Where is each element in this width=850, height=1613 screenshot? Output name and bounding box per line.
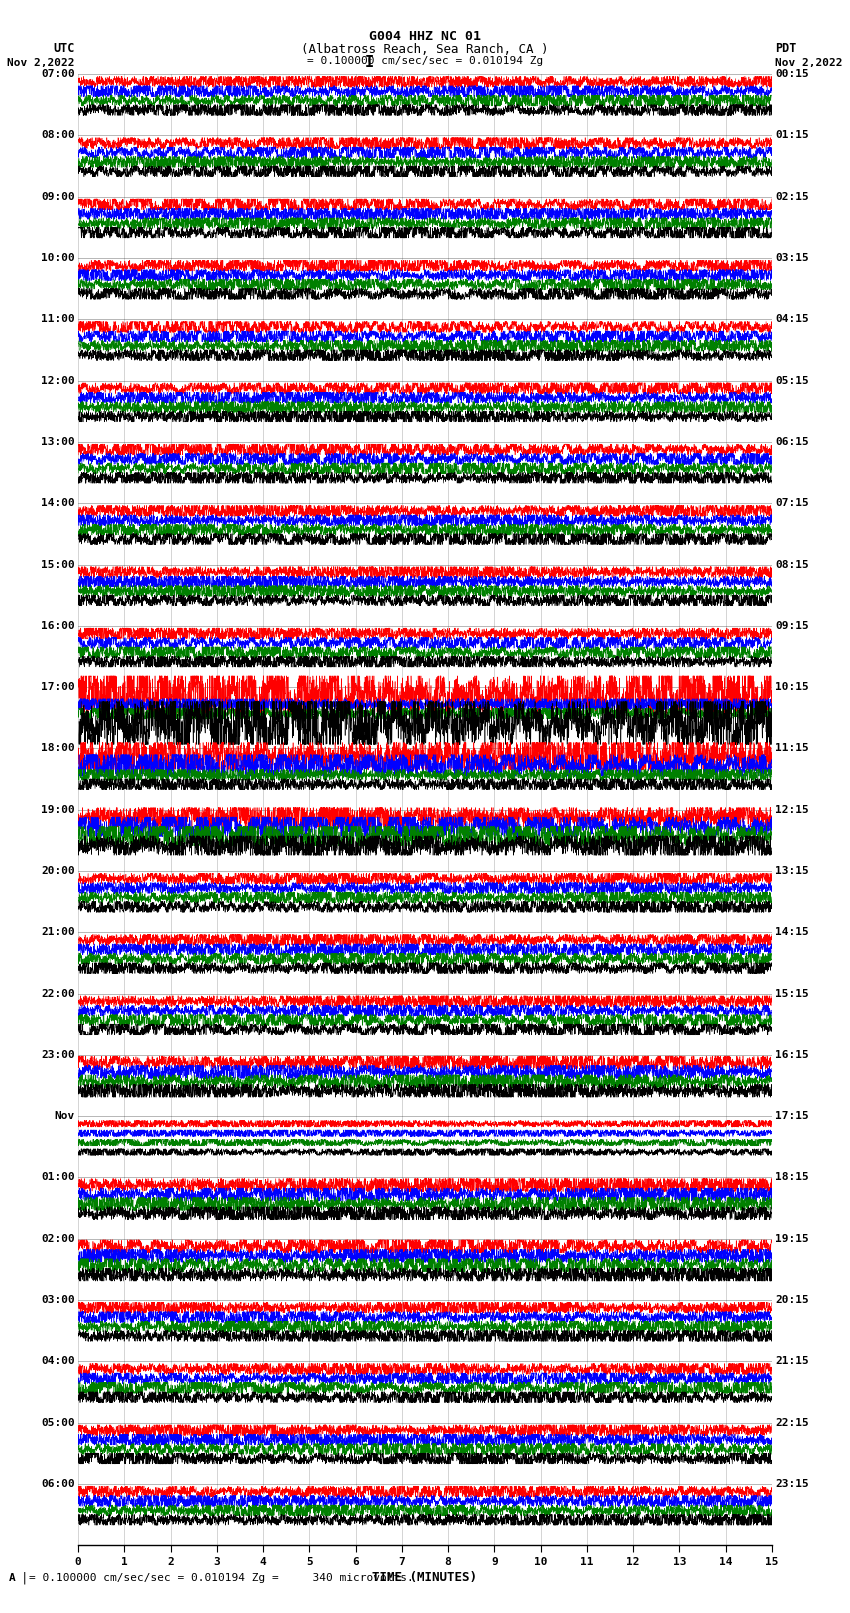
Text: 18:15: 18:15: [775, 1173, 809, 1182]
Text: 01:15: 01:15: [775, 131, 809, 140]
Text: 03:15: 03:15: [775, 253, 809, 263]
Text: 10:00: 10:00: [41, 253, 75, 263]
Text: 06:00: 06:00: [41, 1479, 75, 1489]
Text: 13:15: 13:15: [775, 866, 809, 876]
Text: 11:00: 11:00: [41, 315, 75, 324]
Text: 23:15: 23:15: [775, 1479, 809, 1489]
Text: 15:15: 15:15: [775, 989, 809, 998]
Text: Nov 2,2022: Nov 2,2022: [775, 58, 842, 68]
Text: 01:00: 01:00: [41, 1173, 75, 1182]
Text: 07:15: 07:15: [775, 498, 809, 508]
Text: (Albatross Reach, Sea Ranch, CA ): (Albatross Reach, Sea Ranch, CA ): [301, 42, 549, 56]
Text: 16:15: 16:15: [775, 1050, 809, 1060]
Text: 19:15: 19:15: [775, 1234, 809, 1244]
Text: 10:15: 10:15: [775, 682, 809, 692]
Text: 00:15: 00:15: [775, 69, 809, 79]
Text: Nov: Nov: [54, 1111, 75, 1121]
Text: 05:15: 05:15: [775, 376, 809, 386]
Text: 02:15: 02:15: [775, 192, 809, 202]
Text: PDT: PDT: [775, 42, 796, 55]
Text: 12:15: 12:15: [775, 805, 809, 815]
Text: 20:15: 20:15: [775, 1295, 809, 1305]
Text: 23:00: 23:00: [41, 1050, 75, 1060]
Text: 21:15: 21:15: [775, 1357, 809, 1366]
Text: 16:00: 16:00: [41, 621, 75, 631]
Text: UTC: UTC: [54, 42, 75, 55]
Text: I: I: [366, 55, 374, 69]
Text: 22:15: 22:15: [775, 1418, 809, 1428]
Text: 17:00: 17:00: [41, 682, 75, 692]
Text: 18:00: 18:00: [41, 744, 75, 753]
Text: 20:00: 20:00: [41, 866, 75, 876]
Text: 08:00: 08:00: [41, 131, 75, 140]
Text: 08:15: 08:15: [775, 560, 809, 569]
Text: = 0.100000 cm/sec/sec = 0.010194 Zg: = 0.100000 cm/sec/sec = 0.010194 Zg: [307, 56, 543, 66]
Text: = 0.100000 cm/sec/sec = 0.010194 Zg =     340 microvolts.: = 0.100000 cm/sec/sec = 0.010194 Zg = 34…: [29, 1573, 414, 1582]
Text: 04:00: 04:00: [41, 1357, 75, 1366]
Text: 04:15: 04:15: [775, 315, 809, 324]
Text: 11:15: 11:15: [775, 744, 809, 753]
Text: 05:00: 05:00: [41, 1418, 75, 1428]
Text: 14:00: 14:00: [41, 498, 75, 508]
Text: 19:00: 19:00: [41, 805, 75, 815]
Text: 13:00: 13:00: [41, 437, 75, 447]
Text: 07:00: 07:00: [41, 69, 75, 79]
Text: 06:15: 06:15: [775, 437, 809, 447]
Text: A: A: [8, 1573, 15, 1582]
Text: 09:15: 09:15: [775, 621, 809, 631]
Text: Nov 2,2022: Nov 2,2022: [8, 58, 75, 68]
Text: |: |: [20, 1571, 28, 1584]
Text: 09:00: 09:00: [41, 192, 75, 202]
Text: 02:00: 02:00: [41, 1234, 75, 1244]
Text: 12:00: 12:00: [41, 376, 75, 386]
X-axis label: TIME (MINUTES): TIME (MINUTES): [372, 1571, 478, 1584]
Text: 15:00: 15:00: [41, 560, 75, 569]
Text: 21:00: 21:00: [41, 927, 75, 937]
Text: 17:15: 17:15: [775, 1111, 809, 1121]
Text: G004 HHZ NC 01: G004 HHZ NC 01: [369, 29, 481, 44]
Text: 22:00: 22:00: [41, 989, 75, 998]
Text: 14:15: 14:15: [775, 927, 809, 937]
Text: 03:00: 03:00: [41, 1295, 75, 1305]
